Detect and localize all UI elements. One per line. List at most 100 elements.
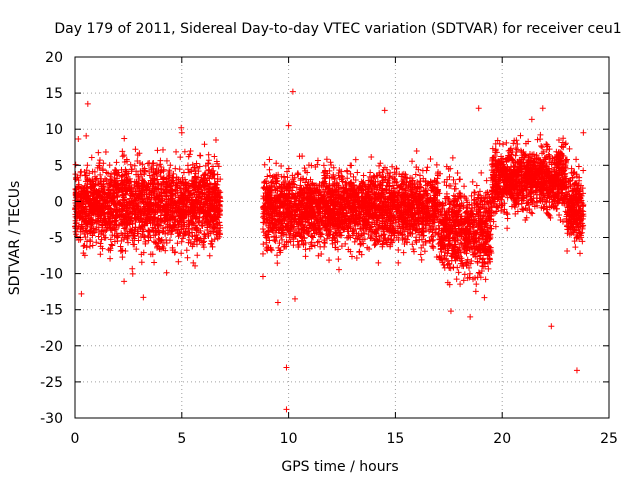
data-point (130, 241, 137, 248)
data-point (353, 255, 360, 262)
data-point (80, 243, 87, 250)
data-point (455, 269, 462, 276)
data-point (187, 190, 194, 197)
data-point (173, 148, 180, 155)
data-point (78, 168, 85, 175)
data-point (119, 216, 126, 223)
data-point (566, 145, 573, 152)
data-point (155, 180, 162, 187)
data-point (127, 161, 134, 168)
data-point (564, 247, 571, 254)
data-point (260, 241, 267, 248)
data-point (93, 175, 100, 182)
data-point (108, 177, 115, 184)
scatter-points (72, 88, 587, 413)
data-point (129, 265, 136, 272)
data-point (154, 176, 161, 183)
data-point (113, 159, 120, 166)
data-point (102, 175, 109, 182)
data-point (201, 171, 208, 178)
data-point (410, 246, 417, 253)
data-point (302, 253, 309, 260)
data-point (514, 141, 521, 148)
data-point (143, 194, 150, 201)
data-point (175, 258, 182, 265)
data-point (556, 211, 563, 218)
data-point (274, 260, 281, 267)
data-point (119, 254, 126, 261)
data-point (180, 169, 187, 176)
data-point (84, 223, 91, 230)
data-point (201, 177, 208, 184)
data-point (138, 191, 145, 198)
data-point (471, 189, 478, 196)
data-point (169, 247, 176, 254)
data-point (562, 140, 569, 147)
data-point (108, 241, 115, 248)
data-point (504, 225, 511, 232)
data-point (121, 278, 128, 285)
data-point (160, 239, 167, 246)
data-point (83, 132, 90, 139)
data-point (178, 238, 185, 245)
data-point (411, 248, 418, 255)
data-point (377, 160, 384, 167)
data-point (194, 252, 201, 259)
data-point (131, 162, 138, 169)
data-point (190, 259, 197, 266)
data-point (139, 167, 146, 174)
data-point (137, 168, 144, 175)
data-point (153, 240, 160, 247)
data-point (118, 247, 125, 254)
data-point (418, 256, 425, 263)
data-point (162, 214, 169, 221)
data-point (167, 216, 174, 223)
data-point (97, 171, 104, 178)
data-point (95, 149, 102, 156)
data-point (82, 234, 89, 241)
data-point (72, 161, 79, 168)
data-point (99, 166, 106, 173)
data-point (174, 240, 181, 247)
data-point (111, 238, 118, 245)
data-point (473, 182, 480, 189)
data-point (125, 239, 132, 246)
data-point (326, 257, 333, 264)
data-point (135, 237, 142, 244)
data-point (129, 237, 136, 244)
data-point (454, 169, 461, 176)
data-point (187, 147, 194, 154)
data-point (83, 172, 90, 179)
data-point (84, 162, 91, 169)
data-point (132, 146, 139, 153)
data-point (107, 176, 114, 183)
data-point (93, 239, 100, 246)
data-point (375, 259, 382, 266)
data-point (156, 161, 163, 168)
data-point (395, 247, 402, 254)
data-point (176, 166, 183, 173)
data-point (119, 153, 126, 160)
data-point (500, 141, 507, 148)
data-point (183, 247, 190, 254)
data-point (107, 236, 114, 243)
data-point (180, 232, 187, 239)
data-point (413, 148, 420, 155)
data-point (179, 235, 186, 242)
data-point (147, 251, 154, 258)
data-point (121, 135, 128, 142)
data-point (427, 155, 434, 162)
data-point (528, 116, 535, 123)
data-point (102, 149, 109, 156)
data-point (158, 182, 165, 189)
data-point (118, 166, 125, 173)
data-point (503, 139, 510, 146)
data-point (129, 270, 136, 277)
data-point (178, 250, 185, 257)
data-point (178, 124, 185, 131)
data-point (193, 160, 200, 167)
data-point (167, 162, 174, 169)
data-point (201, 238, 208, 245)
data-point (352, 156, 359, 163)
